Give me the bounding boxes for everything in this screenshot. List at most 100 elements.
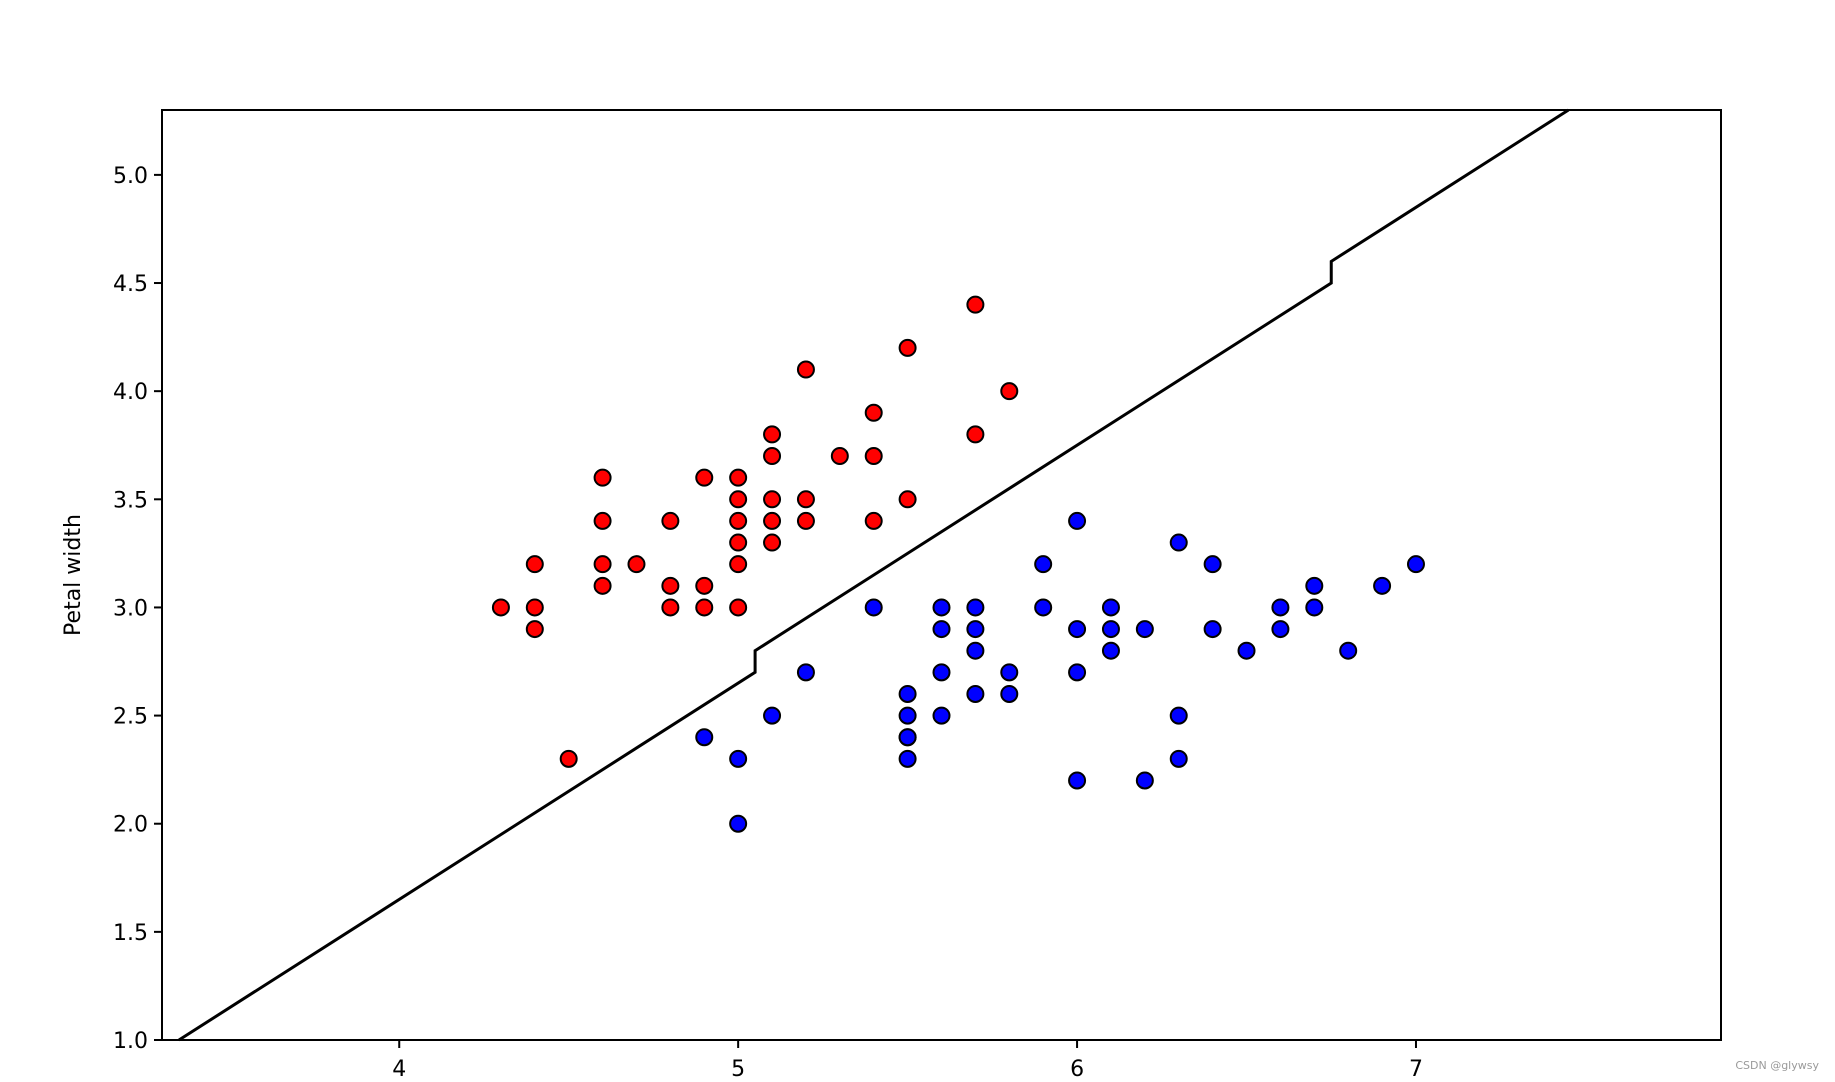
scatter-point-series-0 — [695, 576, 714, 595]
scatter-point-series-0 — [729, 555, 748, 574]
scatter-point-series-1 — [966, 620, 985, 639]
scatter-point-series-1 — [1034, 598, 1053, 617]
scatter-point-series-0 — [864, 447, 883, 466]
scatter-point-series-0 — [593, 576, 612, 595]
scatter-point-series-1 — [898, 706, 917, 725]
scatter-point-series-0 — [729, 533, 748, 552]
scatter-point-series-0 — [729, 598, 748, 617]
y-tick-label: 2.0 — [113, 813, 148, 838]
plot-frame — [161, 109, 1722, 1041]
scatter-point-series-1 — [966, 641, 985, 660]
scatter-point-series-1 — [1034, 555, 1053, 574]
y-tick-label: 2.5 — [113, 705, 148, 730]
scatter-point-series-0 — [627, 555, 646, 574]
scatter-point-series-0 — [593, 511, 612, 530]
scatter-point-series-0 — [864, 403, 883, 422]
scatter-point-series-0 — [796, 360, 815, 379]
scatter-point-series-1 — [1068, 663, 1087, 682]
scatter-point-series-0 — [661, 576, 680, 595]
scatter-point-series-1 — [966, 598, 985, 617]
scatter-point-series-1 — [864, 598, 883, 617]
scatter-point-series-1 — [1305, 576, 1324, 595]
x-tick-label: 5 — [731, 1057, 745, 1082]
scatter-point-series-0 — [729, 511, 748, 530]
scatter-point-series-1 — [1068, 771, 1087, 790]
scatter-point-series-0 — [729, 468, 748, 487]
x-tick-label: 6 — [1070, 1057, 1084, 1082]
scatter-point-series-1 — [1068, 620, 1087, 639]
scatter-point-series-0 — [763, 490, 782, 509]
scatter-point-series-1 — [1237, 641, 1256, 660]
scatter-point-series-0 — [763, 447, 782, 466]
scatter-point-series-0 — [525, 555, 544, 574]
decision-boundary-line — [178, 108, 1570, 1042]
scatter-point-series-1 — [796, 663, 815, 682]
scatter-point-series-0 — [966, 425, 985, 444]
scatter-point-series-1 — [966, 684, 985, 703]
scatter-point-series-0 — [1000, 382, 1019, 401]
scatter-point-series-1 — [1203, 555, 1222, 574]
scatter-point-series-1 — [729, 749, 748, 768]
scatter-point-series-1 — [898, 728, 917, 747]
scatter-point-series-1 — [729, 814, 748, 833]
y-tick-label: 5.0 — [113, 164, 148, 189]
scatter-point-series-1 — [1373, 576, 1392, 595]
y-tick-label: 4.5 — [113, 272, 148, 297]
points-layer — [491, 295, 1425, 833]
scatter-point-series-0 — [763, 511, 782, 530]
scatter-point-series-1 — [1135, 771, 1154, 790]
scatter-point-series-1 — [1135, 620, 1154, 639]
scatter-point-series-0 — [729, 490, 748, 509]
watermark: CSDN @glywsy — [1735, 1059, 1819, 1072]
scatter-point-series-0 — [796, 490, 815, 509]
scatter-point-series-1 — [1101, 641, 1120, 660]
scatter-point-series-1 — [898, 749, 917, 768]
scatter-point-series-1 — [1169, 706, 1188, 725]
scatter-point-series-0 — [695, 468, 714, 487]
scatter-point-series-1 — [1169, 533, 1188, 552]
scatter-point-series-0 — [593, 468, 612, 487]
y-tick-label: 1.0 — [113, 1029, 148, 1054]
scatter-point-series-1 — [763, 706, 782, 725]
scatter-point-series-1 — [1068, 511, 1087, 530]
scatter-point-series-0 — [898, 338, 917, 357]
scatter-point-series-0 — [763, 533, 782, 552]
x-tick-label: 4 — [392, 1057, 406, 1082]
scatter-point-series-0 — [796, 511, 815, 530]
scatter-point-series-1 — [1101, 598, 1120, 617]
scatter-point-series-1 — [1000, 684, 1019, 703]
scatter-point-series-1 — [932, 598, 951, 617]
scatter-point-series-0 — [898, 490, 917, 509]
scatter-point-series-0 — [864, 511, 883, 530]
scatter-point-series-0 — [695, 598, 714, 617]
scatter-point-series-0 — [525, 620, 544, 639]
y-tick-label: 3.0 — [113, 596, 148, 621]
y-tick-label: 1.5 — [113, 921, 148, 946]
scatter-point-series-1 — [1271, 620, 1290, 639]
decision-boundary-layer — [178, 108, 1570, 1042]
scatter-point-series-1 — [1000, 663, 1019, 682]
scatter-point-series-1 — [1271, 598, 1290, 617]
scatter-point-series-1 — [932, 706, 951, 725]
scatter-point-series-1 — [1339, 641, 1358, 660]
scatter-point-series-0 — [559, 749, 578, 768]
scatter-point-series-1 — [695, 728, 714, 747]
scatter-point-series-0 — [661, 598, 680, 617]
y-tick-label: 3.5 — [113, 488, 148, 513]
scatter-point-series-1 — [1305, 598, 1324, 617]
scatter-point-series-0 — [525, 598, 544, 617]
scatter-point-series-0 — [830, 447, 849, 466]
scatter-point-series-1 — [932, 620, 951, 639]
scatter-point-series-0 — [661, 511, 680, 530]
x-tick-label: 7 — [1409, 1057, 1423, 1082]
y-axis-ticks: 1.0 1.5 2.0 2.5 3.0 3.5 4.0 4.5 5.0 — [113, 164, 162, 1054]
scatter-point-series-1 — [1406, 555, 1425, 574]
scatter-point-series-1 — [932, 663, 951, 682]
scatter-point-series-1 — [1169, 749, 1188, 768]
scatter-point-series-0 — [763, 425, 782, 444]
y-tick-label: 4.0 — [113, 380, 148, 405]
scatter-point-series-0 — [966, 295, 985, 314]
scatter-point-series-0 — [491, 598, 510, 617]
scatter-point-series-0 — [593, 555, 612, 574]
